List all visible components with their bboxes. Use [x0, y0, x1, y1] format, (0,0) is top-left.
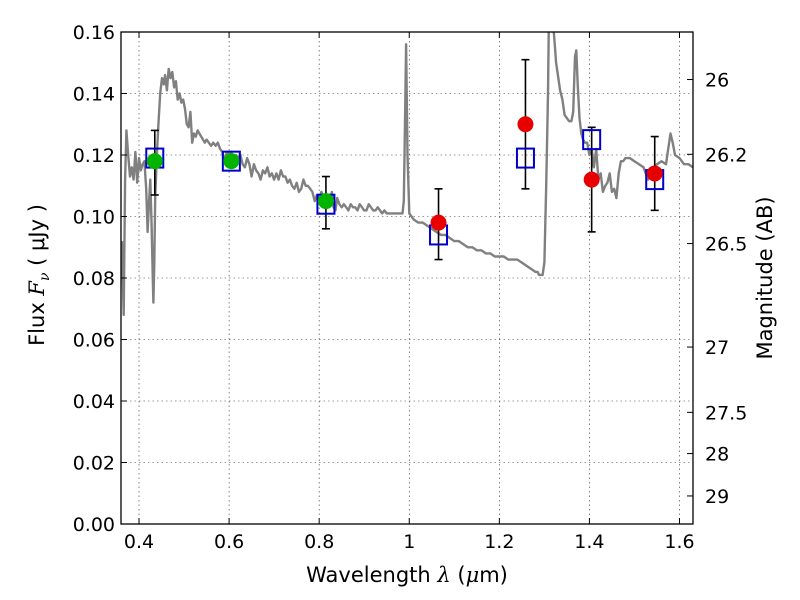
x-tick-label: 0.8: [304, 531, 334, 553]
y-tick-label: 0.00: [73, 514, 115, 536]
tick-labels: 0.4 0.6 0.8 1 1.2 1.4 1.6 0.00 0.02 0.04 0.06 0.08 0…: [73, 22, 748, 553]
y-axis-title: Flux Fν ( μJy ): [25, 204, 53, 346]
y-tick-label: 0.06: [73, 330, 115, 352]
model-square-marker: [221, 150, 241, 172]
mag-tick-label: 26.2: [705, 144, 747, 166]
observed-circle-marker: [583, 171, 600, 188]
sed-model-layer: [121, 32, 693, 317]
y-tick-label: 0.08: [73, 268, 115, 290]
y-tick-label: 0.10: [73, 207, 115, 229]
mag-tick-label: 26: [705, 70, 729, 92]
x-tick-label: 1.6: [664, 531, 694, 553]
y-tick-label: 0.14: [73, 84, 115, 106]
model-square-marker: [582, 129, 602, 151]
mag-tick-label: 26.5: [705, 234, 747, 256]
grid: [121, 31, 693, 525]
marker-layer: [145, 116, 665, 246]
x-tick-label: 0.4: [124, 531, 154, 553]
observed-circle-marker: [223, 153, 240, 170]
x-tick-label: 1.2: [484, 531, 514, 553]
mag-tick-label: 28: [705, 444, 729, 466]
y-tick-label: 0.16: [73, 22, 115, 44]
observed-circle-marker: [430, 214, 447, 231]
x-tick-label: 0.6: [214, 531, 244, 553]
y-tick-label: 0.12: [73, 145, 115, 167]
mag-tick-label: 27.5: [705, 402, 747, 424]
observed-circle-marker: [517, 116, 534, 133]
x-tick-label: 1: [403, 531, 415, 553]
observed-circle-marker: [146, 153, 163, 170]
observed-circle-marker: [317, 193, 334, 210]
x-axis-title: Wavelength λ (μm): [306, 563, 508, 587]
mag-tick-label: 29: [705, 486, 729, 508]
observed-circle-marker: [646, 165, 663, 182]
model-square-marker: [515, 147, 535, 169]
mag-tick-label: 27: [705, 337, 729, 359]
tick-marks: [121, 31, 693, 525]
magnitude-axis-title: Magnitude (AB): [753, 196, 777, 359]
x-tick-label: 1.4: [574, 531, 604, 553]
y-tick-label: 0.04: [73, 391, 115, 413]
y-tick-label: 0.02: [73, 453, 115, 475]
sed-model-line: [121, 32, 693, 317]
